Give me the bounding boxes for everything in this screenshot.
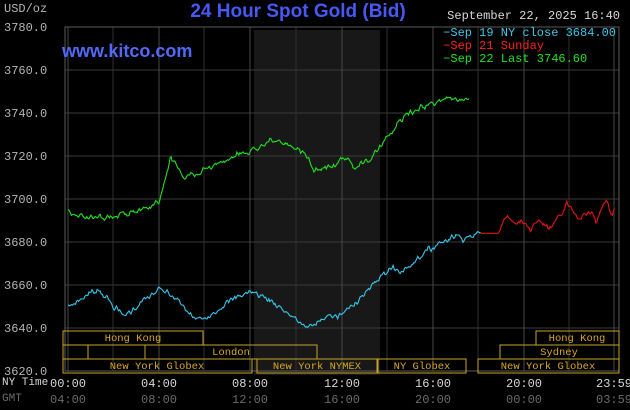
- svg-text:NY Globex: NY Globex: [394, 361, 451, 373]
- svg-text:Sydney: Sydney: [540, 347, 578, 359]
- svg-text:New York Globex: New York Globex: [501, 361, 596, 373]
- svg-text:Hong Kong: Hong Kong: [105, 333, 162, 345]
- svg-text:New York Globex: New York Globex: [110, 361, 205, 373]
- svg-text:London: London: [212, 347, 250, 359]
- svg-text:New York NYMEX: New York NYMEX: [273, 361, 362, 373]
- svg-text:Hong Kong: Hong Kong: [549, 333, 606, 345]
